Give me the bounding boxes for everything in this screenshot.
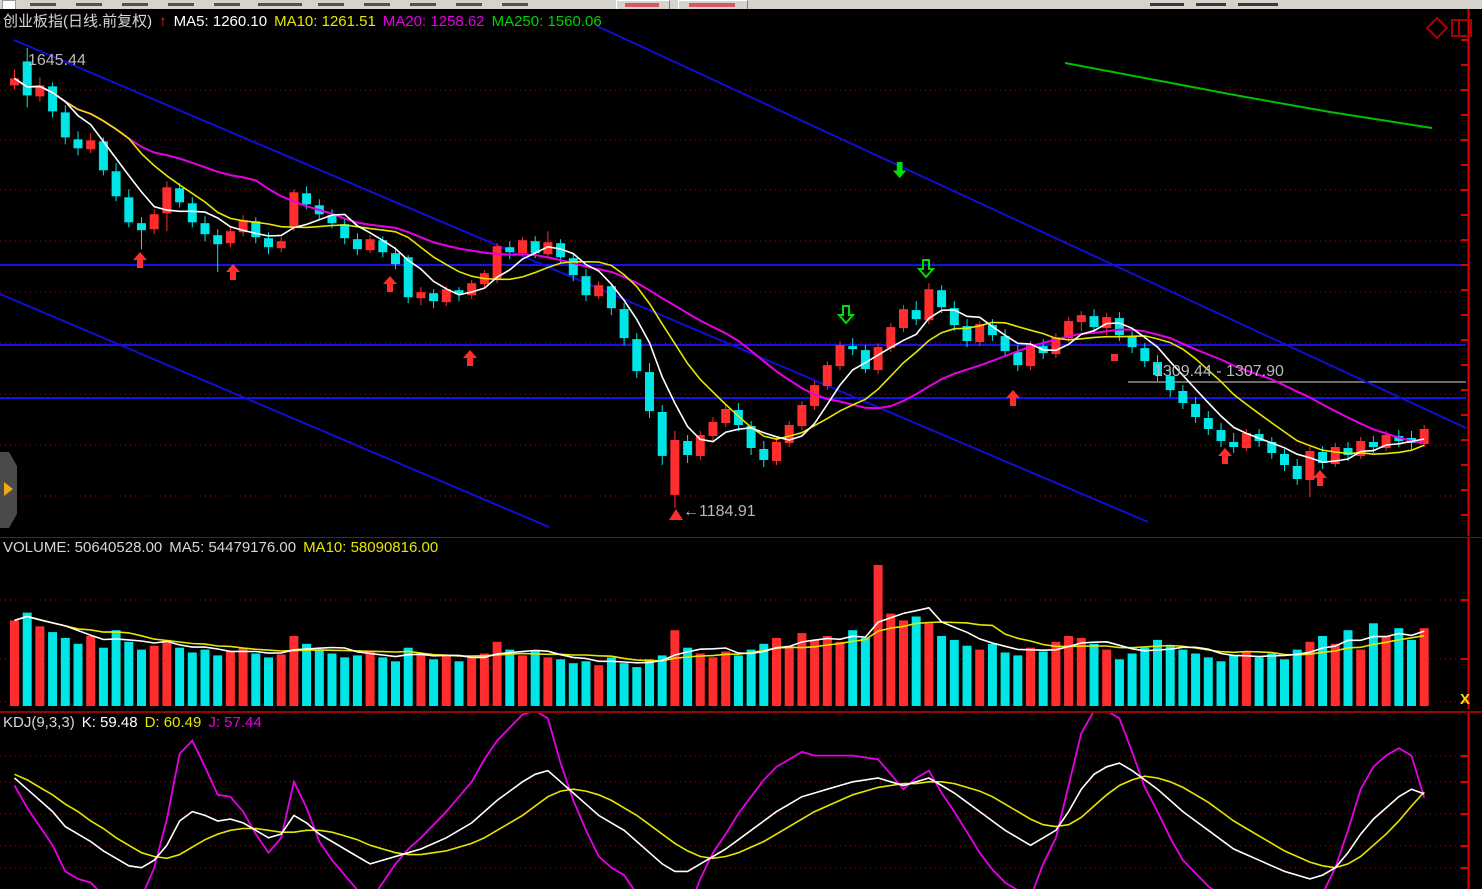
expand-arrow-icon (4, 482, 13, 496)
ma250-line (1064, 62, 1433, 129)
volume-chart-canvas[interactable] (0, 538, 1482, 709)
volume-ma-lines (14, 606, 1425, 664)
menu-item[interactable] (258, 3, 302, 6)
signal-dot (1111, 354, 1118, 361)
sell-signal-arrow (836, 305, 856, 325)
menu-item[interactable] (318, 3, 344, 6)
kdj-j-value: J: 57.44 (208, 714, 262, 731)
kdj-d-value: D: 60.49 (144, 714, 202, 731)
candles-layer (10, 48, 1429, 508)
channel-price-label: 1309.44 - 1307.90 (1154, 363, 1284, 380)
menu-item[interactable] (456, 3, 482, 6)
buy-signal-arrow (1218, 448, 1232, 464)
menu-item[interactable] (214, 3, 240, 6)
menu-item[interactable] (502, 3, 528, 6)
volume-header: VOLUME: 50640528.00 MA5: 54479176.00 MA10:… (3, 539, 445, 556)
main-chart-canvas[interactable] (0, 9, 1482, 536)
kdj-k-value: K: 59.48 (81, 714, 138, 731)
high-price-label: 1645.44 (28, 52, 86, 69)
toolbar-button-glyph (625, 3, 659, 7)
volume-ma5-value: MA5: 54479176.00 (169, 539, 297, 556)
kdj-gridlines (0, 755, 1466, 869)
signal-markers (133, 162, 1327, 520)
close-x-icon[interactable]: X (1460, 691, 1471, 708)
main-chart-panel: 创业板指(日线.前复权) ↑ MA5: 1260.10 MA10: 1261.51 MA… (0, 9, 1482, 536)
kdj-chart-canvas[interactable] (0, 713, 1482, 889)
buy-signal-arrow (226, 264, 240, 280)
split-window-icon[interactable] (1451, 19, 1472, 37)
main-chart-header: 创业板指(日线.前复权) ↑ MA5: 1260.10 MA10: 1261.51 MA… (3, 10, 609, 31)
menu-item[interactable] (364, 3, 390, 6)
ma250-value: MA250: 1560.06 (491, 13, 602, 30)
buy-signal-arrow (1313, 470, 1327, 486)
buy-signal-arrow (463, 350, 477, 366)
sidebar-expand-handle[interactable] (0, 452, 17, 528)
instrument-title: 创业板指(日线.前复权) (3, 13, 153, 30)
kdj-indicator-name: KDJ(9,3,3) (3, 714, 75, 731)
buy-signal-arrow (133, 252, 147, 268)
menu-item[interactable] (1238, 3, 1278, 6)
menu-item[interactable] (76, 3, 102, 6)
kdj-header: KDJ(9,3,3) K: 59.48 D: 60.49 J: 57.44 (3, 714, 269, 731)
menu-item[interactable] (122, 3, 148, 6)
menu-item[interactable] (1196, 3, 1226, 6)
volume-value: VOLUME: 50640528.00 (3, 539, 163, 556)
kdj-right-axis (1461, 713, 1470, 889)
up-trend-arrow-icon: ↑ (159, 13, 167, 30)
ma5-value: MA5: 1260.10 (173, 13, 268, 30)
low-point-triangle (669, 509, 683, 520)
buy-signal-arrow (1006, 390, 1020, 406)
low-price-label: ←1184.91 (683, 503, 756, 520)
sell-signal-arrow (916, 259, 936, 279)
volume-ma10-value: MA10: 58090816.00 (303, 539, 439, 556)
buy-signal-arrow (383, 276, 397, 292)
ma20-value: MA20: 1258.62 (382, 13, 485, 30)
volume-right-axis (1461, 538, 1470, 709)
menu-item[interactable] (410, 3, 436, 6)
ma10-value: MA10: 1261.51 (274, 13, 376, 30)
menu-item[interactable] (168, 3, 194, 6)
kdj-lines (13, 713, 1426, 889)
kdj-panel: KDJ(9,3,3) K: 59.48 D: 60.49 J: 57.44 (0, 711, 1482, 889)
menu-item[interactable] (30, 3, 56, 6)
menu-item[interactable] (1150, 3, 1184, 6)
trendline-sell-arrow (893, 162, 907, 179)
main-right-axis (1461, 9, 1470, 536)
ma-lines (13, 77, 1425, 464)
toolbar-button-glyph (689, 3, 735, 7)
volume-bars (10, 565, 1429, 706)
volume-panel: VOLUME: 50640528.00 MA5: 54479176.00 MA10:… (0, 537, 1482, 710)
trend-lines (0, 25, 1467, 528)
